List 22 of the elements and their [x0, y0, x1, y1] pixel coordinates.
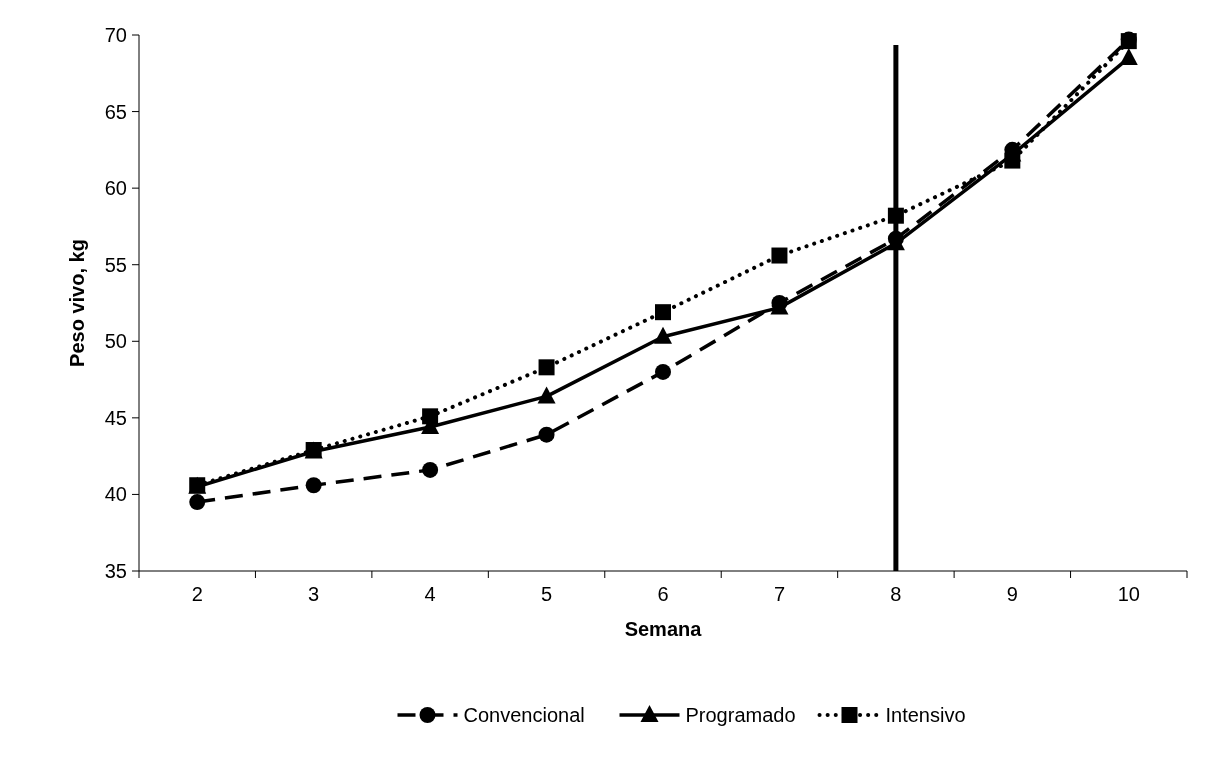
- x-axis-title: Semana: [624, 618, 703, 640]
- x-tick-label: 4: [424, 583, 436, 605]
- x-tick-label: 6: [657, 583, 669, 605]
- x-tick-label: 7: [773, 583, 786, 605]
- x-tick-label: 5: [540, 583, 553, 605]
- y-tick-label: 65: [104, 100, 127, 123]
- legend-label: Convencional: [463, 704, 585, 726]
- y-tick-label: 55: [104, 253, 127, 276]
- y-tick-label: 40: [104, 483, 127, 506]
- legend-label: Programado: [685, 704, 796, 726]
- x-tick-label: 8: [890, 583, 902, 605]
- y-tick-label: 45: [104, 406, 127, 429]
- y-tick-label: 35: [104, 560, 127, 582]
- legend-label: Intensivo: [885, 704, 966, 726]
- y-tick-label: 70: [104, 24, 127, 46]
- x-tick-label: 9: [1006, 583, 1018, 605]
- x-tick-label: 2: [191, 583, 203, 605]
- x-tick-label: 10: [1117, 583, 1140, 605]
- y-tick-label: 60: [104, 177, 127, 200]
- x-tick-label: 3: [308, 583, 320, 605]
- y-tick-label: 50: [104, 330, 127, 353]
- y-axis-title: Peso vivo, kg: [66, 239, 88, 367]
